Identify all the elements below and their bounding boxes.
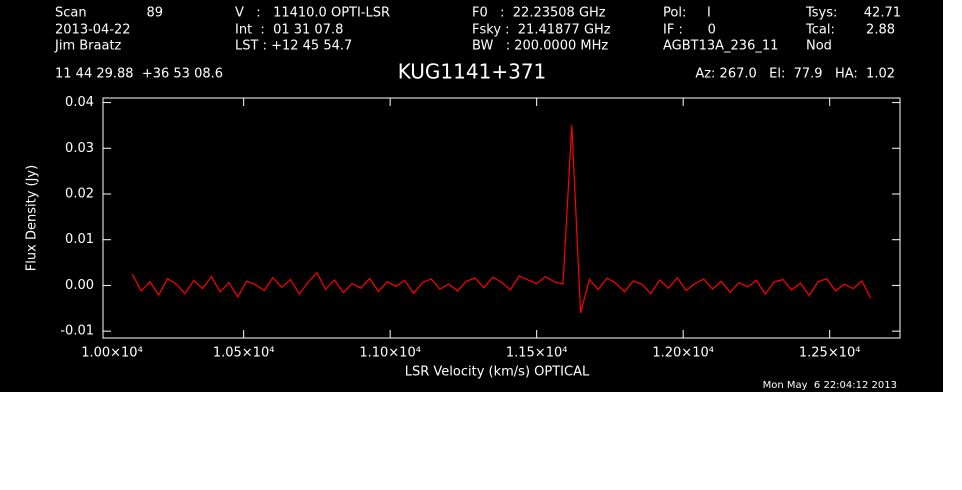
header-text: 2.88 — [866, 23, 895, 38]
header-text: Pol: I — [663, 6, 711, 21]
header-text: BW : 200.0000 MHz — [472, 39, 608, 54]
header-text: Int : 01 31 07.8 — [235, 23, 343, 38]
header-text: Tsys: — [805, 6, 837, 21]
y-tick-label: 0.00 — [65, 278, 94, 293]
spectrum-line — [131, 125, 872, 314]
y-tick-label: 0.03 — [65, 141, 94, 156]
header-text: Jim Braatz — [54, 39, 122, 54]
header-text: V : 11410.0 OPTI-LSR — [235, 6, 390, 21]
header-text: Scan — [55, 6, 87, 21]
x-tick-label: 1.15×10⁴ — [506, 346, 568, 361]
y-tick-label: 0.04 — [65, 95, 94, 110]
header-text: Mon May 6 22:04:12 2013 — [763, 380, 897, 391]
x-tick-label: 1.05×10⁴ — [213, 346, 275, 361]
y-tick-label: -0.01 — [60, 324, 94, 339]
header-text: 89 — [146, 6, 163, 21]
header-text: F0 : 22.23508 GHz — [472, 6, 606, 21]
y-tick-label: 0.01 — [65, 232, 94, 247]
header-text: LST : +12 45 54.7 — [235, 39, 352, 54]
header-text: Nod — [806, 39, 832, 54]
header-text: 11 44 29.88 +36 53 08.6 — [55, 67, 223, 82]
header-text: Az: 267.0 El: 77.9 HA: 1.02 — [695, 67, 895, 82]
y-axis-label: Flux Density (Jy) — [25, 165, 40, 271]
header-text: 2013-04-22 — [55, 23, 131, 38]
x-tick-label: 1.25×10⁴ — [799, 346, 861, 361]
chart-title: KUG1141+371 — [398, 60, 547, 84]
y-tick-label: 0.02 — [65, 187, 94, 202]
header-text: 42.71 — [864, 6, 901, 21]
header-text: Tcal: — [805, 23, 835, 38]
plot-frame — [102, 97, 901, 339]
x-tick-label: 1.20×10⁴ — [652, 346, 714, 361]
header-text: IF : 0 — [663, 23, 716, 38]
x-axis-label: LSR Velocity (km/s) OPTICAL — [405, 365, 590, 380]
x-tick-label: 1.00×10⁴ — [81, 346, 143, 361]
plot-background — [0, 0, 943, 392]
header-text: AGBT13A_236_11 — [663, 39, 778, 54]
x-tick-label: 1.10×10⁴ — [359, 346, 421, 361]
header-text: Fsky : 21.41877 GHz — [472, 23, 611, 38]
